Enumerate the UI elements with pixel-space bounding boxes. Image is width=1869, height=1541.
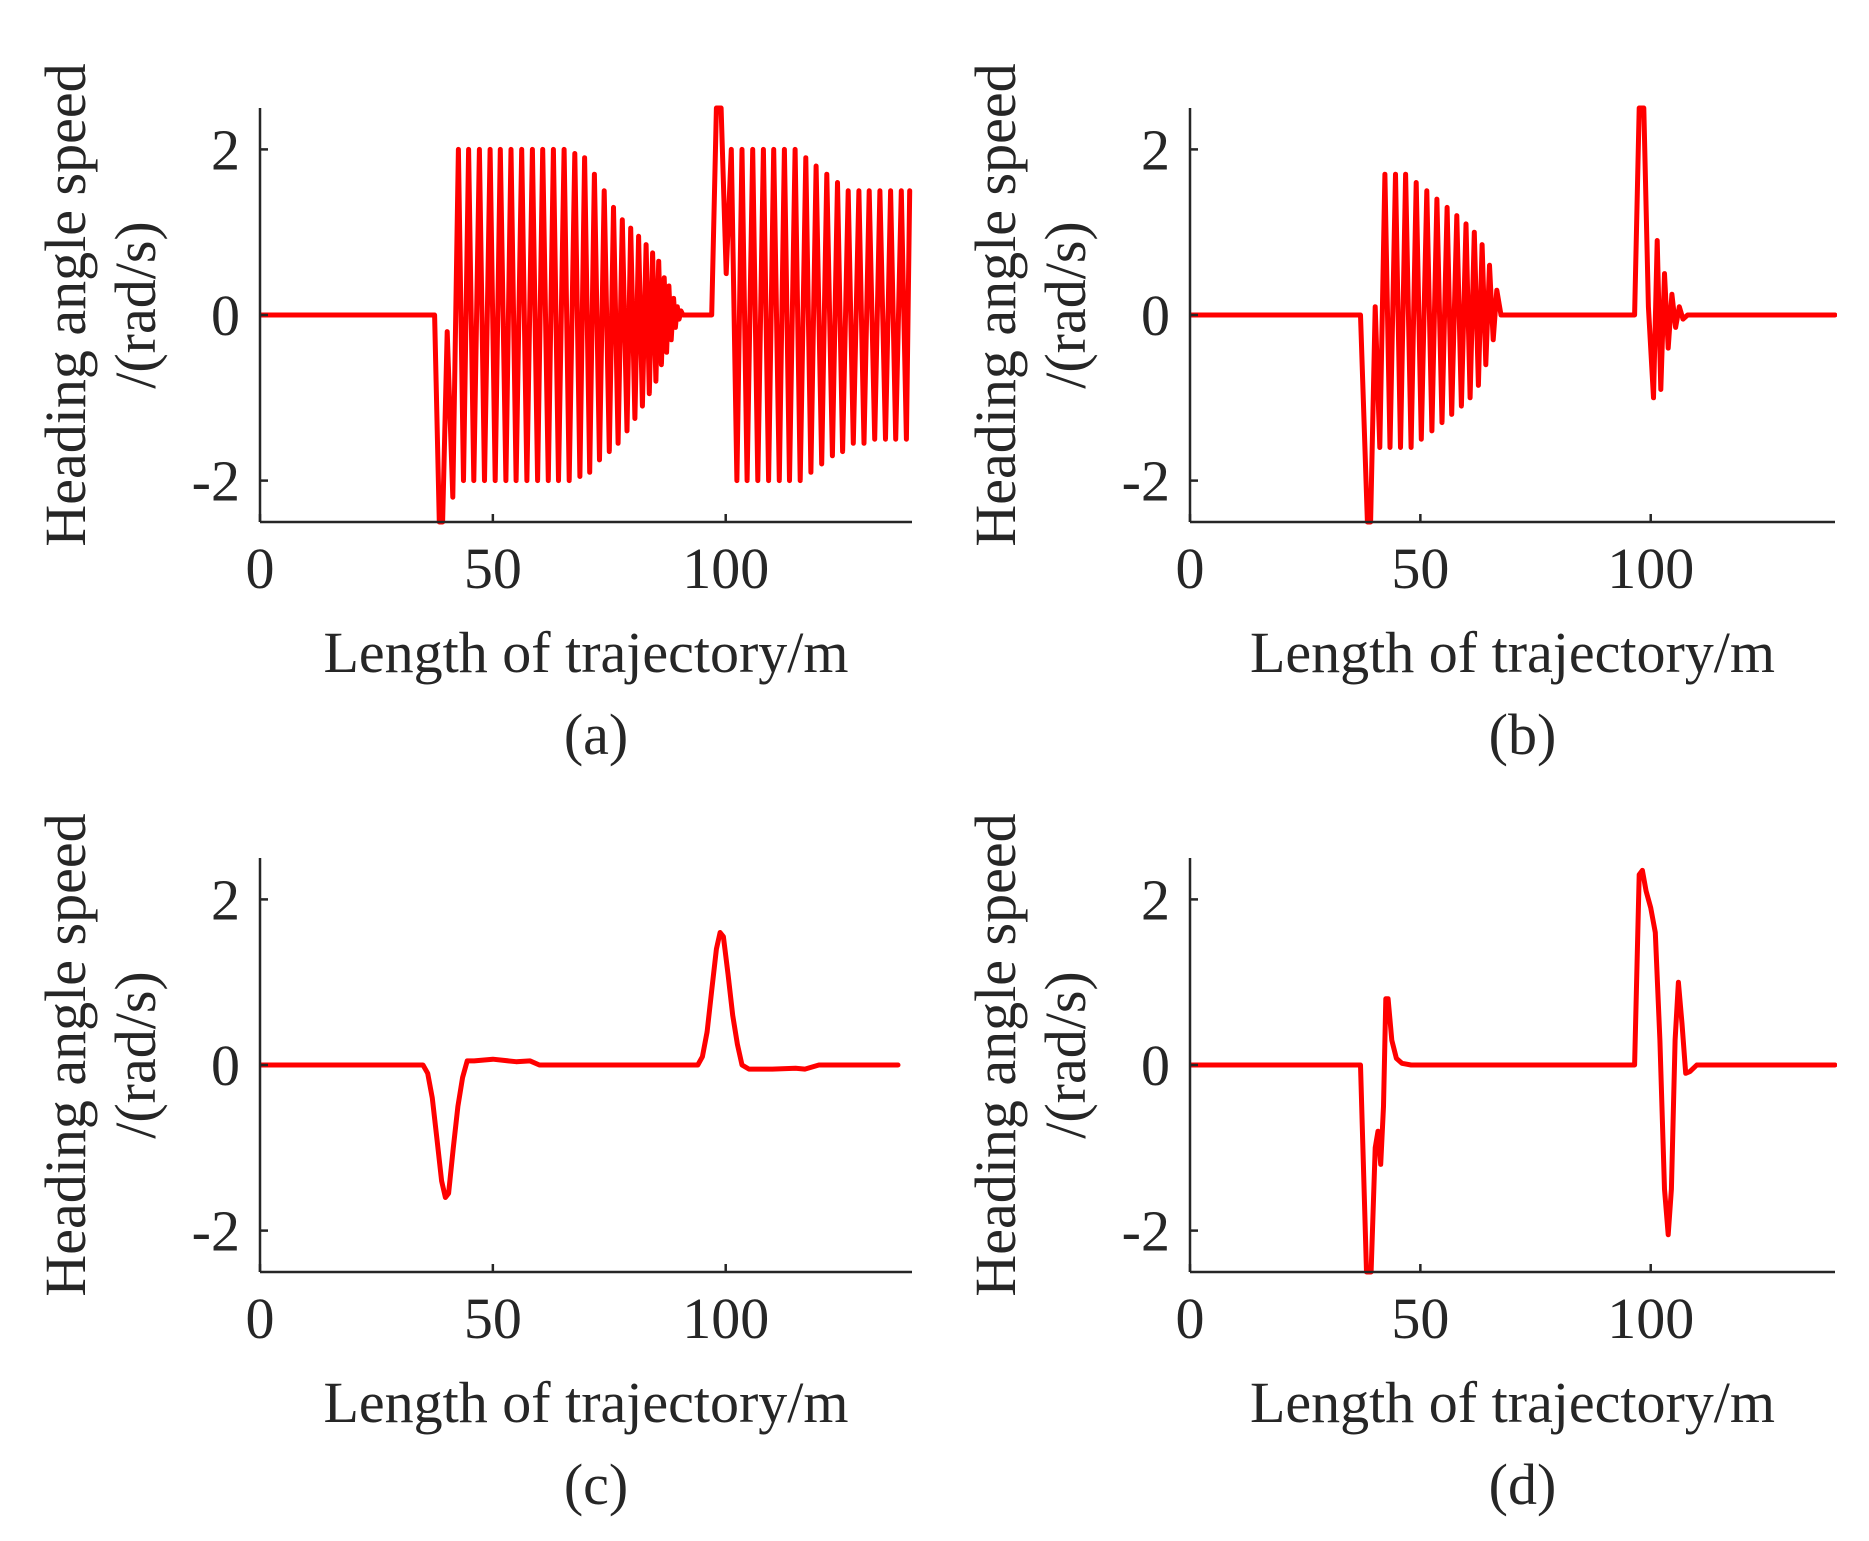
x-tick-label: 100 xyxy=(1607,1286,1694,1351)
x-tick-label: 50 xyxy=(464,1286,522,1351)
y-tick-label: 2 xyxy=(1141,117,1170,182)
x-tick-label: 100 xyxy=(1607,536,1694,601)
y-axis-unit-label: /(rad/s) xyxy=(1033,971,1098,1139)
x-tick-label: 0 xyxy=(246,1286,275,1351)
panel-caption: (c) xyxy=(564,1452,628,1517)
series-line-a-0 xyxy=(260,105,913,525)
y-tick-label: 2 xyxy=(1141,867,1170,932)
y-axis-label: Heading angle speed xyxy=(963,813,1028,1296)
y-tick-label: 0 xyxy=(1141,1033,1170,1098)
y-tick-label: 2 xyxy=(211,117,240,182)
y-tick-label: 0 xyxy=(1141,283,1170,348)
x-tick-label: 0 xyxy=(246,536,275,601)
y-tick-label: -2 xyxy=(192,449,240,514)
x-tick-label: 0 xyxy=(1176,536,1205,601)
y-axis-label: Heading angle speed xyxy=(963,63,1028,546)
x-axis-label: Length of trajectory/m xyxy=(323,620,848,685)
series-line-b-0 xyxy=(1190,105,1837,525)
y-tick-label: -2 xyxy=(1122,449,1170,514)
x-axis-label: Length of trajectory/m xyxy=(323,1370,848,1435)
panel-caption: (d) xyxy=(1489,1452,1557,1517)
y-axis-label: Heading angle speed xyxy=(33,63,98,546)
x-tick-label: 50 xyxy=(464,536,522,601)
y-axis-unit-label: /(rad/s) xyxy=(1033,221,1098,389)
x-tick-label: 0 xyxy=(1176,1286,1205,1351)
x-tick-label: 50 xyxy=(1391,1286,1449,1351)
x-tick-label: 100 xyxy=(682,536,769,601)
y-axis-unit-label: /(rad/s) xyxy=(103,221,168,389)
y-tick-label: 0 xyxy=(211,1033,240,1098)
y-axis-label: Heading angle speed xyxy=(33,813,98,1296)
x-tick-label: 50 xyxy=(1391,536,1449,601)
series-line-c-0 xyxy=(260,930,901,1200)
y-tick-label: -2 xyxy=(192,1199,240,1264)
x-axis-label: Length of trajectory/m xyxy=(1250,620,1775,685)
panel-caption: (a) xyxy=(564,702,628,767)
y-tick-label: 0 xyxy=(211,283,240,348)
x-axis-label: Length of trajectory/m xyxy=(1250,1370,1775,1435)
series-line-d-0 xyxy=(1190,867,1837,1275)
y-tick-label: -2 xyxy=(1122,1199,1170,1264)
x-tick-label: 100 xyxy=(682,1286,769,1351)
y-axis-unit-label: /(rad/s) xyxy=(103,971,168,1139)
y-tick-label: 2 xyxy=(211,867,240,932)
panel-caption: (b) xyxy=(1489,702,1557,767)
